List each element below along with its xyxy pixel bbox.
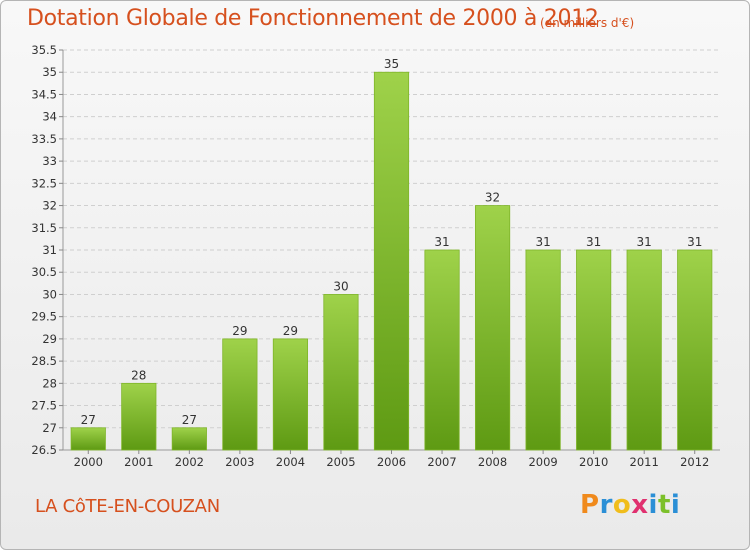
x-tick-label: 2009 (528, 455, 557, 469)
logo-letter: i (670, 490, 681, 520)
bar-2004 (272, 338, 309, 451)
x-tick-label: 2008 (478, 455, 507, 469)
y-tick-label: 33 (42, 154, 57, 168)
y-tick-label: 28 (42, 376, 57, 390)
x-tick-label: 2005 (326, 455, 355, 469)
bars (70, 71, 713, 451)
logo-letter: t (657, 490, 671, 520)
chart-unit: (en milliers d'€) (540, 16, 635, 30)
y-tick-label: 31 (42, 243, 57, 257)
data-label-2012: 31 (687, 235, 702, 249)
bar-2002 (171, 427, 207, 451)
data-label-2001: 28 (131, 368, 146, 382)
y-tick-label: 35.5 (31, 43, 57, 57)
y-tick-label: 34.5 (31, 87, 57, 101)
x-tick-label: 2000 (74, 455, 103, 469)
bar-2009 (525, 249, 561, 451)
bar-2012 (677, 249, 713, 451)
x-tick-label: 2001 (124, 455, 153, 469)
x-tick-label: 2012 (680, 455, 709, 469)
chart-title: Dotation Globale de Fonctionnement de 20… (27, 6, 599, 31)
x-tick-label: 2011 (630, 455, 659, 469)
bar-2010 (576, 249, 612, 451)
y-tick-label: 27.5 (31, 399, 57, 413)
bar-2005 (323, 294, 359, 451)
y-tick-label: 26.5 (31, 443, 57, 457)
bar-2003 (222, 338, 258, 451)
data-label-2002: 27 (182, 413, 197, 427)
y-tick-label: 30.5 (31, 265, 57, 279)
y-tick-label: 31.5 (31, 221, 57, 235)
data-label-2003: 29 (232, 324, 247, 338)
y-tick-label: 32 (42, 199, 57, 213)
y-tick-label: 28.5 (31, 354, 57, 368)
bar-2008 (474, 205, 511, 451)
y-tick-label: 29.5 (31, 310, 57, 324)
y-axis-ticks: 26.5 27 27.5 28 28.5 29 29.5 30 30.5 31 31.5 32 32.5… (31, 43, 63, 457)
x-tick-label: 2006 (377, 455, 406, 469)
logo-letter: o (612, 490, 632, 520)
data-label-2008: 32 (485, 191, 500, 205)
data-label-2005: 30 (333, 279, 348, 293)
y-tick-label: 32.5 (31, 176, 57, 190)
bar-2000 (70, 427, 106, 451)
x-tick-label: 2003 (225, 455, 254, 469)
y-tick-label: 29 (42, 332, 57, 346)
data-label-2010: 31 (586, 235, 601, 249)
y-tick-label: 33.5 (31, 132, 57, 146)
x-axis-ticks: 2000 2001 2002 2003 2004 2005 2006 2007 2008 2009… (74, 450, 709, 469)
data-label-2007: 31 (434, 235, 449, 249)
proxiti-logo: Proxiti (580, 490, 680, 520)
x-tick-label: 2002 (175, 455, 204, 469)
logo-letter: r (599, 490, 613, 520)
x-tick-label: 2004 (276, 455, 305, 469)
x-tick-label: 2007 (427, 455, 456, 469)
bar-2007 (424, 249, 460, 451)
bar-2006 (373, 71, 410, 451)
data-label-2004: 29 (283, 324, 298, 338)
y-tick-label: 35 (42, 65, 57, 79)
y-tick-label: 30 (42, 287, 57, 301)
bar-2011 (626, 249, 662, 451)
commune-name: LA CôTE-EN-COUZAN (35, 496, 220, 517)
logo-letter: x (631, 490, 649, 520)
data-label-2009: 31 (535, 235, 550, 249)
y-tick-label: 27 (42, 421, 57, 435)
data-labels: 27 28 27 29 29 30 35 31 32 31 31 31 31 (81, 57, 703, 427)
data-label-2011: 31 (637, 235, 652, 249)
bar-2001 (121, 382, 157, 451)
logo-letter: P (580, 490, 600, 520)
data-label-2000: 27 (81, 413, 96, 427)
y-tick-label: 34 (42, 110, 57, 124)
logo-letter: i (648, 490, 658, 520)
data-label-2006: 35 (384, 57, 399, 71)
x-tick-label: 2010 (579, 455, 608, 469)
